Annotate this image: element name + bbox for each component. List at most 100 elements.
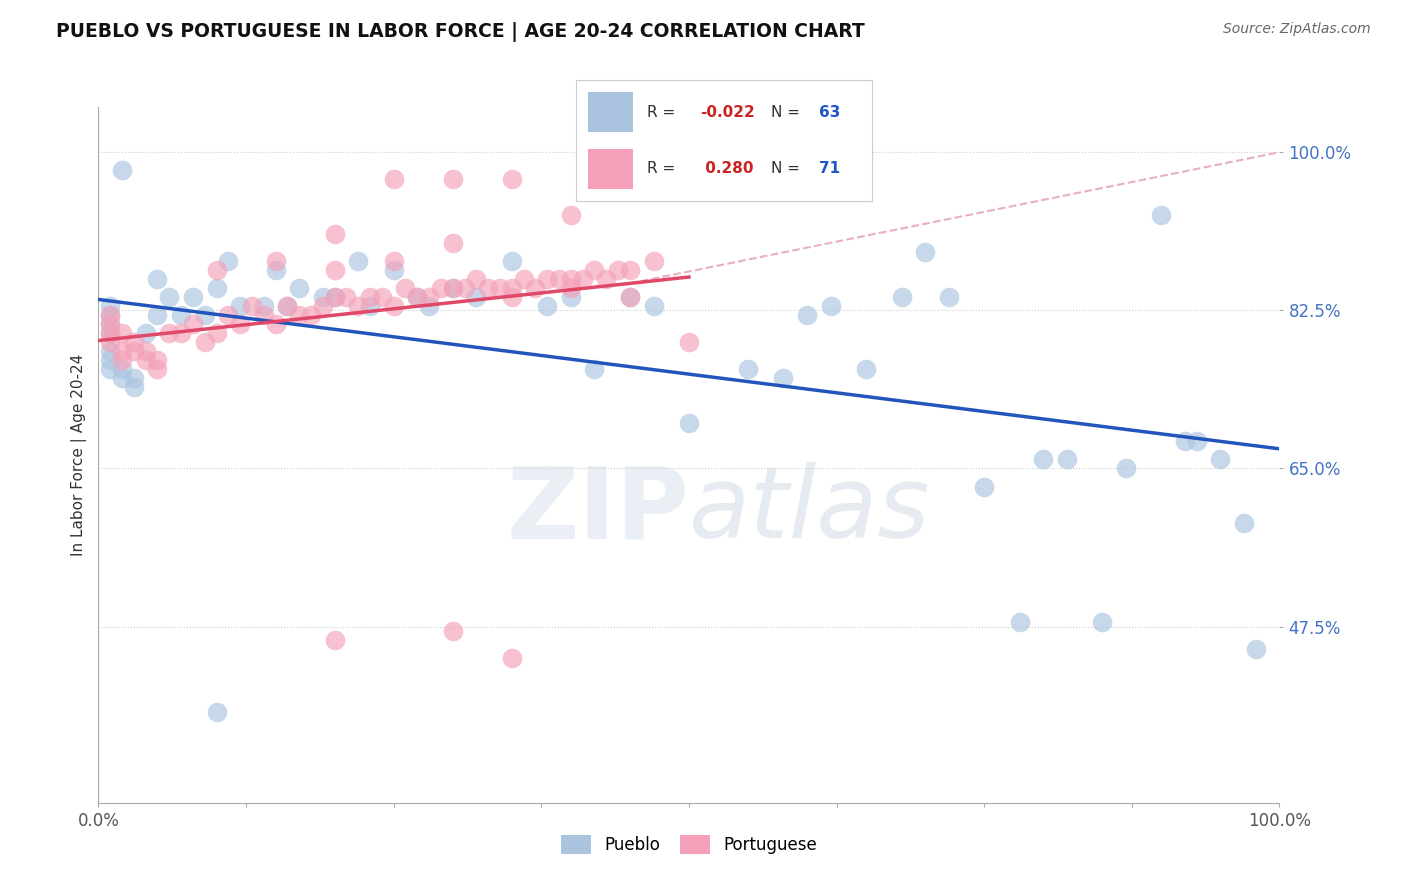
Point [205,326,228,340]
Point [205,281,228,295]
Point [347,299,370,313]
Point [643,253,665,268]
Text: N =: N = [772,161,800,176]
Point [1209,452,1232,467]
Point [1091,615,1114,629]
Point [253,308,276,322]
Point [914,244,936,259]
Point [489,281,512,295]
Point [264,262,287,277]
Point [501,253,523,268]
Point [312,299,335,313]
Point [98,344,121,359]
Point [382,299,405,313]
Y-axis label: In Labor Force | Age 20-24: In Labor Force | Age 20-24 [72,354,87,556]
Point [382,262,405,277]
Point [441,624,464,639]
Point [1150,209,1173,223]
Point [465,271,488,285]
Point [323,290,346,304]
Point [98,334,121,349]
Point [1008,615,1031,629]
Text: Source: ZipAtlas.com: Source: ZipAtlas.com [1223,22,1371,37]
Point [288,308,311,322]
Point [264,317,287,331]
Point [501,290,523,304]
Point [1244,642,1267,657]
Text: ZIP: ZIP [506,462,689,559]
Bar [588,93,633,132]
Legend: Pueblo, Portuguese: Pueblo, Portuguese [554,828,824,861]
Point [1233,516,1256,530]
Point [548,271,571,285]
Text: 71: 71 [818,161,839,176]
Point [619,262,641,277]
Point [678,417,700,431]
Point [146,353,169,368]
Point [229,299,252,313]
Point [157,326,180,340]
Point [560,271,582,285]
Point [135,344,157,359]
Text: R =: R = [647,105,675,120]
Point [240,299,263,313]
Point [111,371,134,385]
Point [737,362,759,376]
Text: 63: 63 [818,105,839,120]
Point [1115,461,1137,475]
Point [194,308,217,322]
Point [583,262,606,277]
Point [146,308,169,322]
Point [441,235,464,250]
Point [111,362,134,376]
Point [288,281,311,295]
Point [98,326,121,340]
Point [299,308,322,322]
Point [453,281,475,295]
Point [477,281,499,295]
Point [217,308,239,322]
Point [323,262,346,277]
Point [312,290,335,304]
Point [418,299,440,313]
Point [1056,452,1078,467]
Point [560,209,582,223]
Point [323,290,346,304]
Point [122,371,145,385]
Point [323,633,346,648]
Point [938,290,960,304]
Point [406,290,429,304]
Point [643,299,665,313]
Bar [588,149,633,188]
Point [229,317,252,331]
Point [170,308,193,322]
Point [122,344,145,359]
Point [194,334,217,349]
Text: atlas: atlas [689,462,931,559]
Point [98,308,121,322]
Point [619,290,641,304]
Point [595,271,617,285]
Point [98,362,121,376]
Point [501,281,523,295]
Point [406,290,429,304]
Point [157,290,180,304]
Point [122,334,145,349]
Point [135,353,157,368]
Point [855,362,877,376]
Text: PUEBLO VS PORTUGUESE IN LABOR FORCE | AGE 20-24 CORRELATION CHART: PUEBLO VS PORTUGUESE IN LABOR FORCE | AG… [56,22,865,42]
Point [571,271,593,285]
Text: R =: R = [647,161,675,176]
Point [607,262,630,277]
Point [253,299,276,313]
Point [146,271,169,285]
Point [560,281,582,295]
Point [560,290,582,304]
Point [441,281,464,295]
Point [619,290,641,304]
Point [335,290,357,304]
Point [441,172,464,186]
Point [359,299,381,313]
Point [512,271,534,285]
Point [465,290,488,304]
